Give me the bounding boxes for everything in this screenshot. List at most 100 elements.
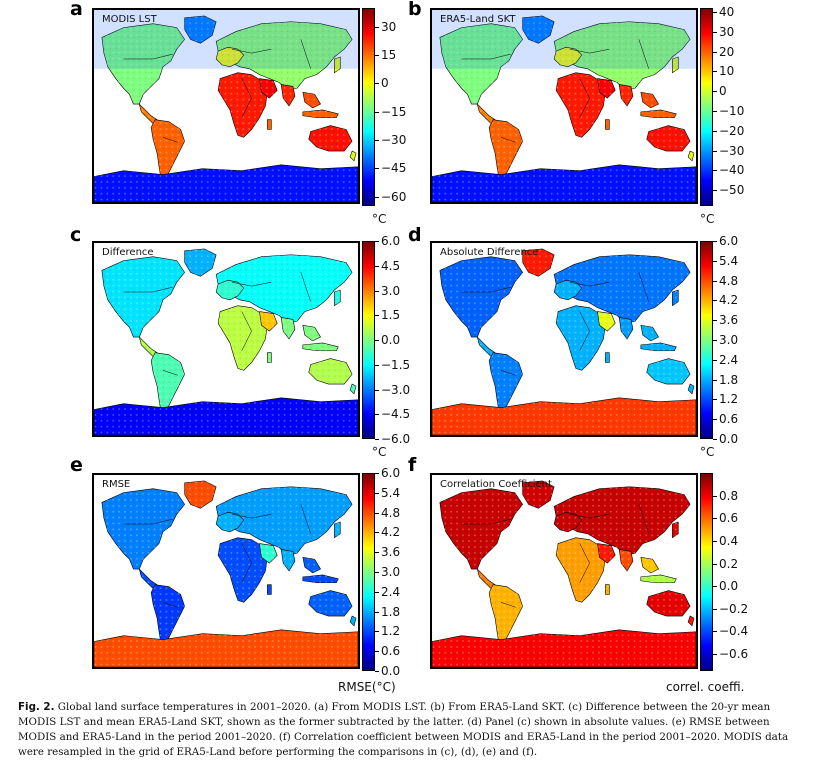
colorbar-tick-label: 0.6 bbox=[719, 511, 739, 525]
colorbar-tick-label: 0.6 bbox=[381, 644, 401, 658]
colorbar-tickmark bbox=[375, 572, 379, 573]
panel-letter: e bbox=[70, 454, 83, 476]
land-texture bbox=[439, 488, 523, 570]
country-border bbox=[579, 78, 590, 118]
land-texture bbox=[334, 57, 341, 73]
colorbar-tickmark bbox=[375, 168, 379, 169]
colorbar bbox=[700, 241, 713, 439]
colorbar-unit: RMSE(°C) bbox=[338, 680, 396, 694]
land-texture bbox=[597, 78, 616, 99]
world-map bbox=[432, 248, 696, 435]
colorbar-tick-label: 0.0 bbox=[381, 664, 401, 678]
colorbar-tickmark bbox=[713, 131, 717, 132]
land-texture bbox=[489, 584, 523, 644]
country-border bbox=[300, 504, 311, 534]
country-border bbox=[461, 53, 511, 60]
land-texture bbox=[216, 512, 244, 532]
country-border bbox=[123, 286, 173, 293]
country-border bbox=[241, 543, 252, 583]
land-texture bbox=[605, 352, 610, 363]
colorbar-tick-label: 3.0 bbox=[381, 284, 401, 298]
country-border bbox=[461, 286, 511, 293]
colorbar-tick-label: 0 bbox=[381, 76, 389, 90]
colorbar-tickmark bbox=[713, 564, 717, 565]
land-texture bbox=[139, 569, 158, 589]
country-border bbox=[162, 137, 178, 143]
country-border bbox=[500, 137, 516, 143]
country-border bbox=[231, 281, 272, 287]
land-texture bbox=[439, 256, 523, 338]
land-texture bbox=[302, 574, 339, 583]
land-texture bbox=[151, 352, 185, 412]
land-texture bbox=[554, 280, 582, 300]
land-texture bbox=[302, 557, 321, 573]
colorbar-tickmark bbox=[713, 170, 717, 171]
country-border bbox=[300, 272, 311, 302]
colorbar-tickmark bbox=[713, 12, 717, 13]
land-texture bbox=[432, 164, 696, 202]
land-texture bbox=[640, 325, 659, 341]
colorbar-tick-label: 1.5 bbox=[381, 308, 401, 322]
map-title: Correlation Coefficient bbox=[440, 479, 552, 490]
colorbar-tickmark bbox=[375, 552, 379, 553]
land-texture bbox=[302, 92, 321, 108]
colorbar-tickmark bbox=[713, 419, 717, 420]
country-border bbox=[569, 48, 610, 54]
land-texture bbox=[308, 125, 353, 152]
country-border bbox=[579, 311, 590, 351]
colorbar-tickmark bbox=[713, 241, 717, 242]
colorbar-tickmark bbox=[375, 241, 379, 242]
colorbar-tickmark bbox=[713, 380, 717, 381]
world-map bbox=[94, 480, 358, 667]
land-texture bbox=[672, 57, 679, 73]
colorbar-tick-label: 1.2 bbox=[719, 392, 739, 406]
colorbar-tick-label: 0.4 bbox=[719, 534, 739, 548]
land-texture bbox=[139, 337, 158, 357]
land-texture bbox=[101, 23, 185, 105]
land-texture bbox=[554, 486, 691, 556]
colorbar bbox=[700, 473, 713, 671]
colorbar-tickmark bbox=[713, 151, 717, 152]
colorbar-tickmark bbox=[375, 671, 379, 672]
land-texture bbox=[216, 21, 353, 91]
colorbar-tickmark bbox=[375, 513, 379, 514]
land-texture bbox=[267, 119, 272, 130]
country-border bbox=[231, 513, 272, 519]
colorbar-tick-label: 15 bbox=[381, 48, 397, 62]
land-texture bbox=[439, 23, 523, 105]
colorbar-tickmark bbox=[375, 27, 379, 28]
colorbar-tick-label: 1.8 bbox=[719, 373, 739, 387]
land-texture bbox=[302, 342, 339, 351]
caption-text: Global land surface temperatures in 2001… bbox=[18, 701, 789, 758]
land-texture bbox=[281, 549, 295, 571]
land-texture bbox=[267, 584, 272, 595]
country-border bbox=[300, 39, 311, 69]
land-texture bbox=[259, 311, 278, 332]
land-texture bbox=[477, 569, 496, 589]
map-frame: Correlation Coefficient bbox=[430, 473, 698, 669]
colorbar-tickmark bbox=[375, 197, 379, 198]
colorbar-tick-label: 2.4 bbox=[719, 353, 739, 367]
panel-letter: b bbox=[408, 0, 422, 20]
map-title: RMSE bbox=[102, 479, 131, 490]
colorbar-unit: correl. coeffi. bbox=[666, 680, 745, 694]
colorbar-tick-label: 10 bbox=[719, 64, 735, 78]
colorbar-tick-label: 0.8 bbox=[719, 489, 739, 503]
map-frame: Absolute Difference bbox=[430, 241, 698, 437]
land-texture bbox=[94, 164, 358, 202]
colorbar-tick-label: 0.0 bbox=[719, 579, 739, 593]
land-texture bbox=[605, 584, 610, 595]
land-texture bbox=[308, 358, 353, 385]
colorbar-tickmark bbox=[713, 340, 717, 341]
land-texture bbox=[597, 543, 616, 564]
world-map bbox=[94, 248, 358, 435]
colorbar bbox=[362, 473, 375, 671]
land-texture bbox=[640, 92, 659, 108]
colorbar-tickmark bbox=[375, 55, 379, 56]
land-texture bbox=[646, 590, 691, 617]
land-texture bbox=[334, 290, 341, 306]
land-texture bbox=[554, 21, 691, 91]
land-texture bbox=[556, 305, 606, 371]
colorbar-tick-label: 0.0 bbox=[381, 333, 401, 347]
land-texture bbox=[281, 317, 295, 339]
